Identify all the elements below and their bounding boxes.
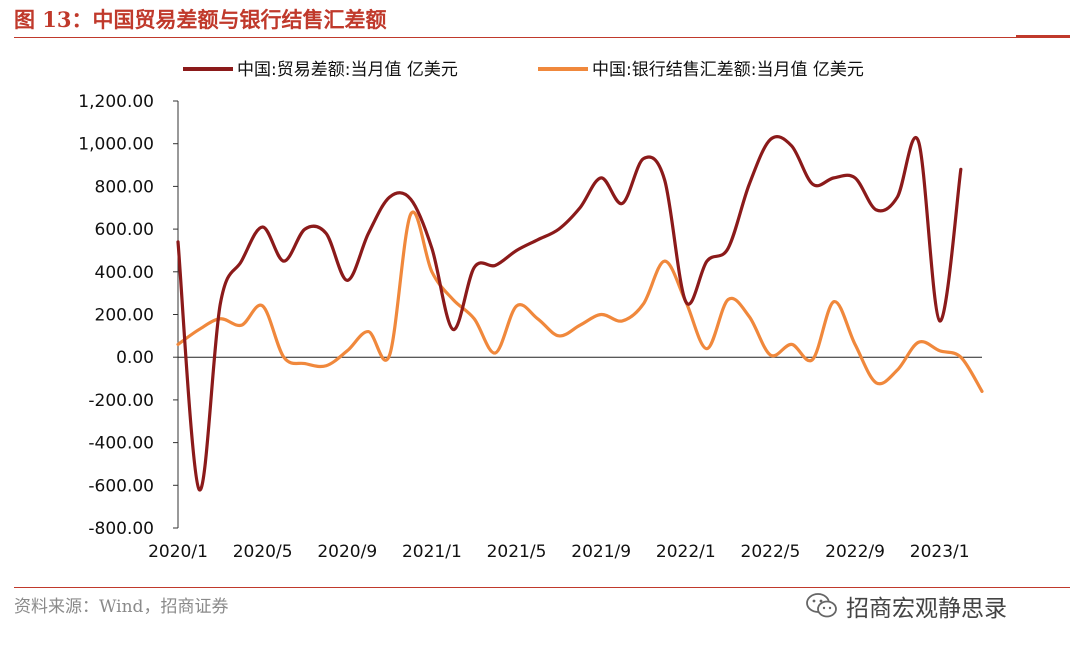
x-tick-label: 2021/1 <box>402 542 462 562</box>
top-divider-accent <box>1016 35 1070 38</box>
series-line-fx-settlement <box>176 210 984 393</box>
x-tick-label: 2020/1 <box>148 542 208 562</box>
y-tick-label: -200.00 <box>88 391 154 411</box>
x-tick-label: 2022/1 <box>656 542 716 562</box>
x-tick-label: 2021/9 <box>571 542 631 562</box>
top-divider <box>14 37 1070 38</box>
bottom-divider <box>14 587 1070 588</box>
wechat-icon <box>806 593 837 618</box>
chart-title: 图 13：中国贸易差额与银行结售汇差额 <box>14 7 387 32</box>
series-lines <box>176 135 984 492</box>
watermark-text: 招商宏观静思录 <box>846 596 1007 622</box>
y-tick-label: -400.00 <box>88 434 154 454</box>
y-tick-label: 400.00 <box>95 263 154 283</box>
line-chart: 中国:贸易差额:当月值 亿美元 中国:银行结售汇差额:当月值 亿美元 1,200.… <box>78 60 984 562</box>
y-axis: 1,200.00 1,000.00 800.00 600.00 400.00 200.00… <box>78 92 179 539</box>
y-tick-label: 0.00 <box>116 348 154 368</box>
legend: 中国:贸易差额:当月值 亿美元 中国:银行结售汇差额:当月值 亿美元 <box>183 60 864 80</box>
y-tick-label: 1,000.00 <box>78 135 154 155</box>
watermark: 招商宏观静思录 <box>804 586 1007 626</box>
x-tick-label: 2022/9 <box>825 542 885 562</box>
y-tick-label: -800.00 <box>88 519 154 539</box>
y-tick-label: 1,200.00 <box>78 92 154 112</box>
y-tick-label: 600.00 <box>95 220 154 240</box>
series-line-trade-balance <box>176 135 963 492</box>
y-tick-label: 200.00 <box>95 306 154 326</box>
x-axis: 2020/1 2020/5 2020/9 2021/1 2021/5 2021/9 2022… <box>148 542 969 562</box>
y-tick-label: 800.00 <box>95 177 154 197</box>
x-tick-label: 2020/9 <box>317 542 377 562</box>
x-tick-label: 2020/5 <box>233 542 293 562</box>
source-note: 资料来源：Wind，招商证券 <box>14 597 229 617</box>
x-tick-label: 2021/5 <box>487 542 547 562</box>
legend-label: 中国:银行结售汇差额:当月值 亿美元 <box>592 60 864 80</box>
x-tick-label: 2023/1 <box>910 542 970 562</box>
x-tick-label: 2022/5 <box>741 542 801 562</box>
y-tick-label: -600.00 <box>88 476 154 496</box>
legend-label: 中国:贸易差额:当月值 亿美元 <box>237 60 458 80</box>
